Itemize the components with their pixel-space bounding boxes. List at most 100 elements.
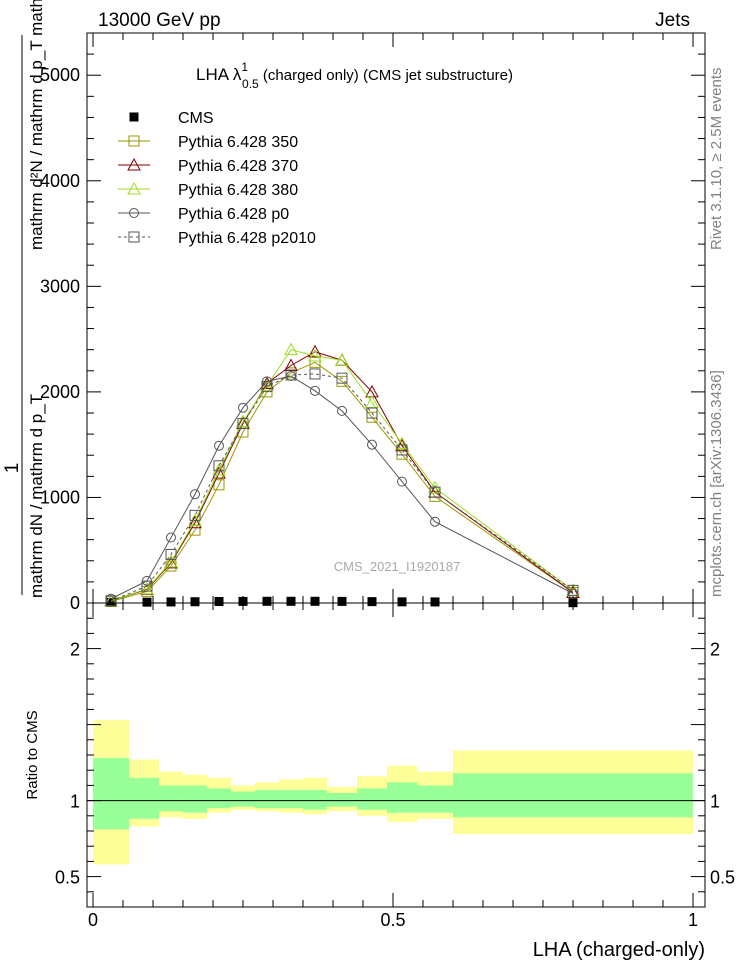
legend-marker-pythia-6-428-p2010 <box>128 231 140 243</box>
data-point-pythia-6-428-p2010 <box>213 460 225 472</box>
legend-label-pythia-6-428-p0: Pythia 6.428 p0 <box>178 206 289 223</box>
main-y-axis-label-1: 1 <box>2 463 23 474</box>
data-point-pythia-6-428-380 <box>335 353 349 366</box>
main-y-tick-label: 1000 <box>40 487 80 507</box>
data-point-pythia-6-428-p2010 <box>261 381 273 393</box>
x-axis-label: LHA (charged-only) <box>533 939 705 961</box>
data-point-pythia-6-428-p2010 <box>189 509 201 521</box>
mcplots-label: mcplots.cern.ch [arXiv:1306.3436] <box>708 370 725 597</box>
x-tick-label: 0.5 <box>380 910 405 930</box>
main-y-tick-label: 2000 <box>40 382 80 402</box>
data-point-pythia-6-428-p0 <box>337 405 347 416</box>
stat-uncertainty-band <box>357 788 387 810</box>
data-point-pythia-6-428-p2010 <box>396 444 408 456</box>
main-y-axis-label-2: mathrm d²N / mathrm d p_T mathrm d lambd… <box>27 0 46 250</box>
data-point-pythia-6-428-380 <box>236 414 250 427</box>
main-plot-title-sub: 0.5 <box>242 77 259 91</box>
data-point-pythia-6-428-p2010 <box>105 595 117 607</box>
ratio-y-tick-label-left: 0.5 <box>55 868 80 888</box>
legend-marker-pythia-6-428-p0 <box>129 208 139 218</box>
data-point-pythia-6-428-p0 <box>310 385 320 396</box>
data-point-pythia-6-428-370 <box>212 466 226 479</box>
stat-uncertainty-band <box>279 789 303 809</box>
x-tick-label: 1 <box>688 910 698 930</box>
data-point-pythia-6-428-380 <box>308 348 322 362</box>
data-point-cms <box>337 596 347 606</box>
data-point-cms <box>430 597 440 607</box>
legend-marker-pythia-6-428-350 <box>128 135 140 147</box>
data-point-pythia-6-428-p2010 <box>567 584 579 596</box>
data-point-cms <box>310 596 320 606</box>
ratio-y-tick-label-right: 0.5 <box>710 868 735 888</box>
data-point-cms <box>106 597 116 607</box>
data-point-pythia-6-428-p2010 <box>336 372 348 384</box>
data-point-pythia-6-428-380 <box>284 342 298 356</box>
stat-uncertainty-band <box>159 785 183 812</box>
rivet-version-label: Rivet 3.1.10, ≥ 2.5M events <box>708 68 725 251</box>
data-point-pythia-6-428-380 <box>164 554 178 568</box>
data-point-pythia-6-428-370 <box>308 344 322 358</box>
ratio-y-axis-label: Ratio to CMS <box>24 710 41 799</box>
data-point-pythia-6-428-p0 <box>397 476 407 487</box>
data-point-cms <box>166 597 176 607</box>
data-point-pythia-6-428-370 <box>188 515 202 529</box>
data-point-pythia-6-428-p2010 <box>285 369 297 381</box>
data-point-cms <box>262 596 272 606</box>
main-y-tick-label: 3000 <box>40 276 80 296</box>
stat-uncertainty-band <box>231 791 255 807</box>
main-plot-title-text: LHA λ <box>196 65 242 84</box>
data-point-pythia-6-428-p0 <box>214 440 224 451</box>
data-point-pythia-6-428-p2010 <box>366 407 378 419</box>
header-jets-label: Jets <box>655 10 690 31</box>
stat-uncertainty-band <box>303 789 327 810</box>
legend-label-pythia-6-428-370: Pythia 6.428 370 <box>178 158 298 175</box>
header-energy-label: 13000 GeV pp <box>98 10 221 31</box>
data-point-pythia-6-428-350 <box>309 356 321 368</box>
legend-label-cms: CMS <box>178 110 214 127</box>
ratio-y-tick-label-left: 1 <box>70 792 80 812</box>
data-point-pythia-6-428-350 <box>213 479 225 491</box>
data-point-pythia-6-428-380 <box>365 395 379 408</box>
legend-marker-pythia-6-428-380 <box>127 181 141 195</box>
data-point-pythia-6-428-p0 <box>238 402 248 413</box>
legend-marker-pythia-6-428-370 <box>127 157 141 171</box>
data-point-pythia-6-428-p0 <box>430 516 440 527</box>
data-point-pythia-6-428-p2010 <box>429 486 441 498</box>
stat-uncertainty-band <box>129 777 159 819</box>
legend-label-pythia-6-428-380: Pythia 6.428 380 <box>178 182 298 199</box>
series-line-pythia-6-428-380 <box>110 349 574 602</box>
stat-uncertainty-band <box>207 788 231 809</box>
series-line-pythia-6-428-p0 <box>110 375 574 600</box>
main-plot: 0 1000 2000 3000 4000 5000 CMS_2021_I1920187 CM… <box>40 32 706 613</box>
data-point-pythia-6-428-370 <box>260 376 274 389</box>
stat-uncertainty-band <box>387 782 417 813</box>
data-point-pythia-6-428-p0 <box>190 489 200 500</box>
data-point-pythia-6-428-p2010 <box>141 580 153 592</box>
ratio-y-tick-label-right: 2 <box>710 640 720 660</box>
data-point-pythia-6-428-p0 <box>166 532 176 543</box>
analysis-watermark: CMS_2021_I1920187 <box>334 559 461 574</box>
legend-label-pythia-6-428-p2010: Pythia 6.428 p2010 <box>178 230 316 247</box>
stat-uncertainty-band <box>327 793 357 807</box>
stat-uncertainty-band <box>93 758 129 830</box>
stat-uncertainty-band <box>417 785 453 813</box>
stat-uncertainty-band <box>183 785 207 813</box>
main-plot-title-rest: (charged only) (CMS jet substructure) <box>259 67 513 84</box>
data-point-pythia-6-428-380 <box>395 436 409 450</box>
data-point-cms <box>286 596 296 606</box>
main-plot-title: LHA λ1 0.5 (charged only) (CMS jet substr… <box>196 60 513 91</box>
stat-uncertainty-band <box>453 773 693 818</box>
main-y-tick-label: 0 <box>70 593 80 613</box>
ratio-y-tick-label-right: 1 <box>710 792 720 812</box>
data-point-pythia-6-428-380 <box>212 462 226 476</box>
data-point-cms <box>142 597 152 607</box>
stat-uncertainty-band <box>255 789 279 809</box>
data-point-pythia-6-428-p0 <box>367 439 377 450</box>
data-point-cms <box>367 597 377 607</box>
data-point-cms <box>190 597 200 607</box>
main-plot-title-sup: 1 <box>241 60 248 74</box>
x-tick-label: 0 <box>88 910 98 930</box>
data-point-pythia-6-428-370 <box>164 555 178 569</box>
main-y-tick-label: 5000 <box>40 65 80 85</box>
